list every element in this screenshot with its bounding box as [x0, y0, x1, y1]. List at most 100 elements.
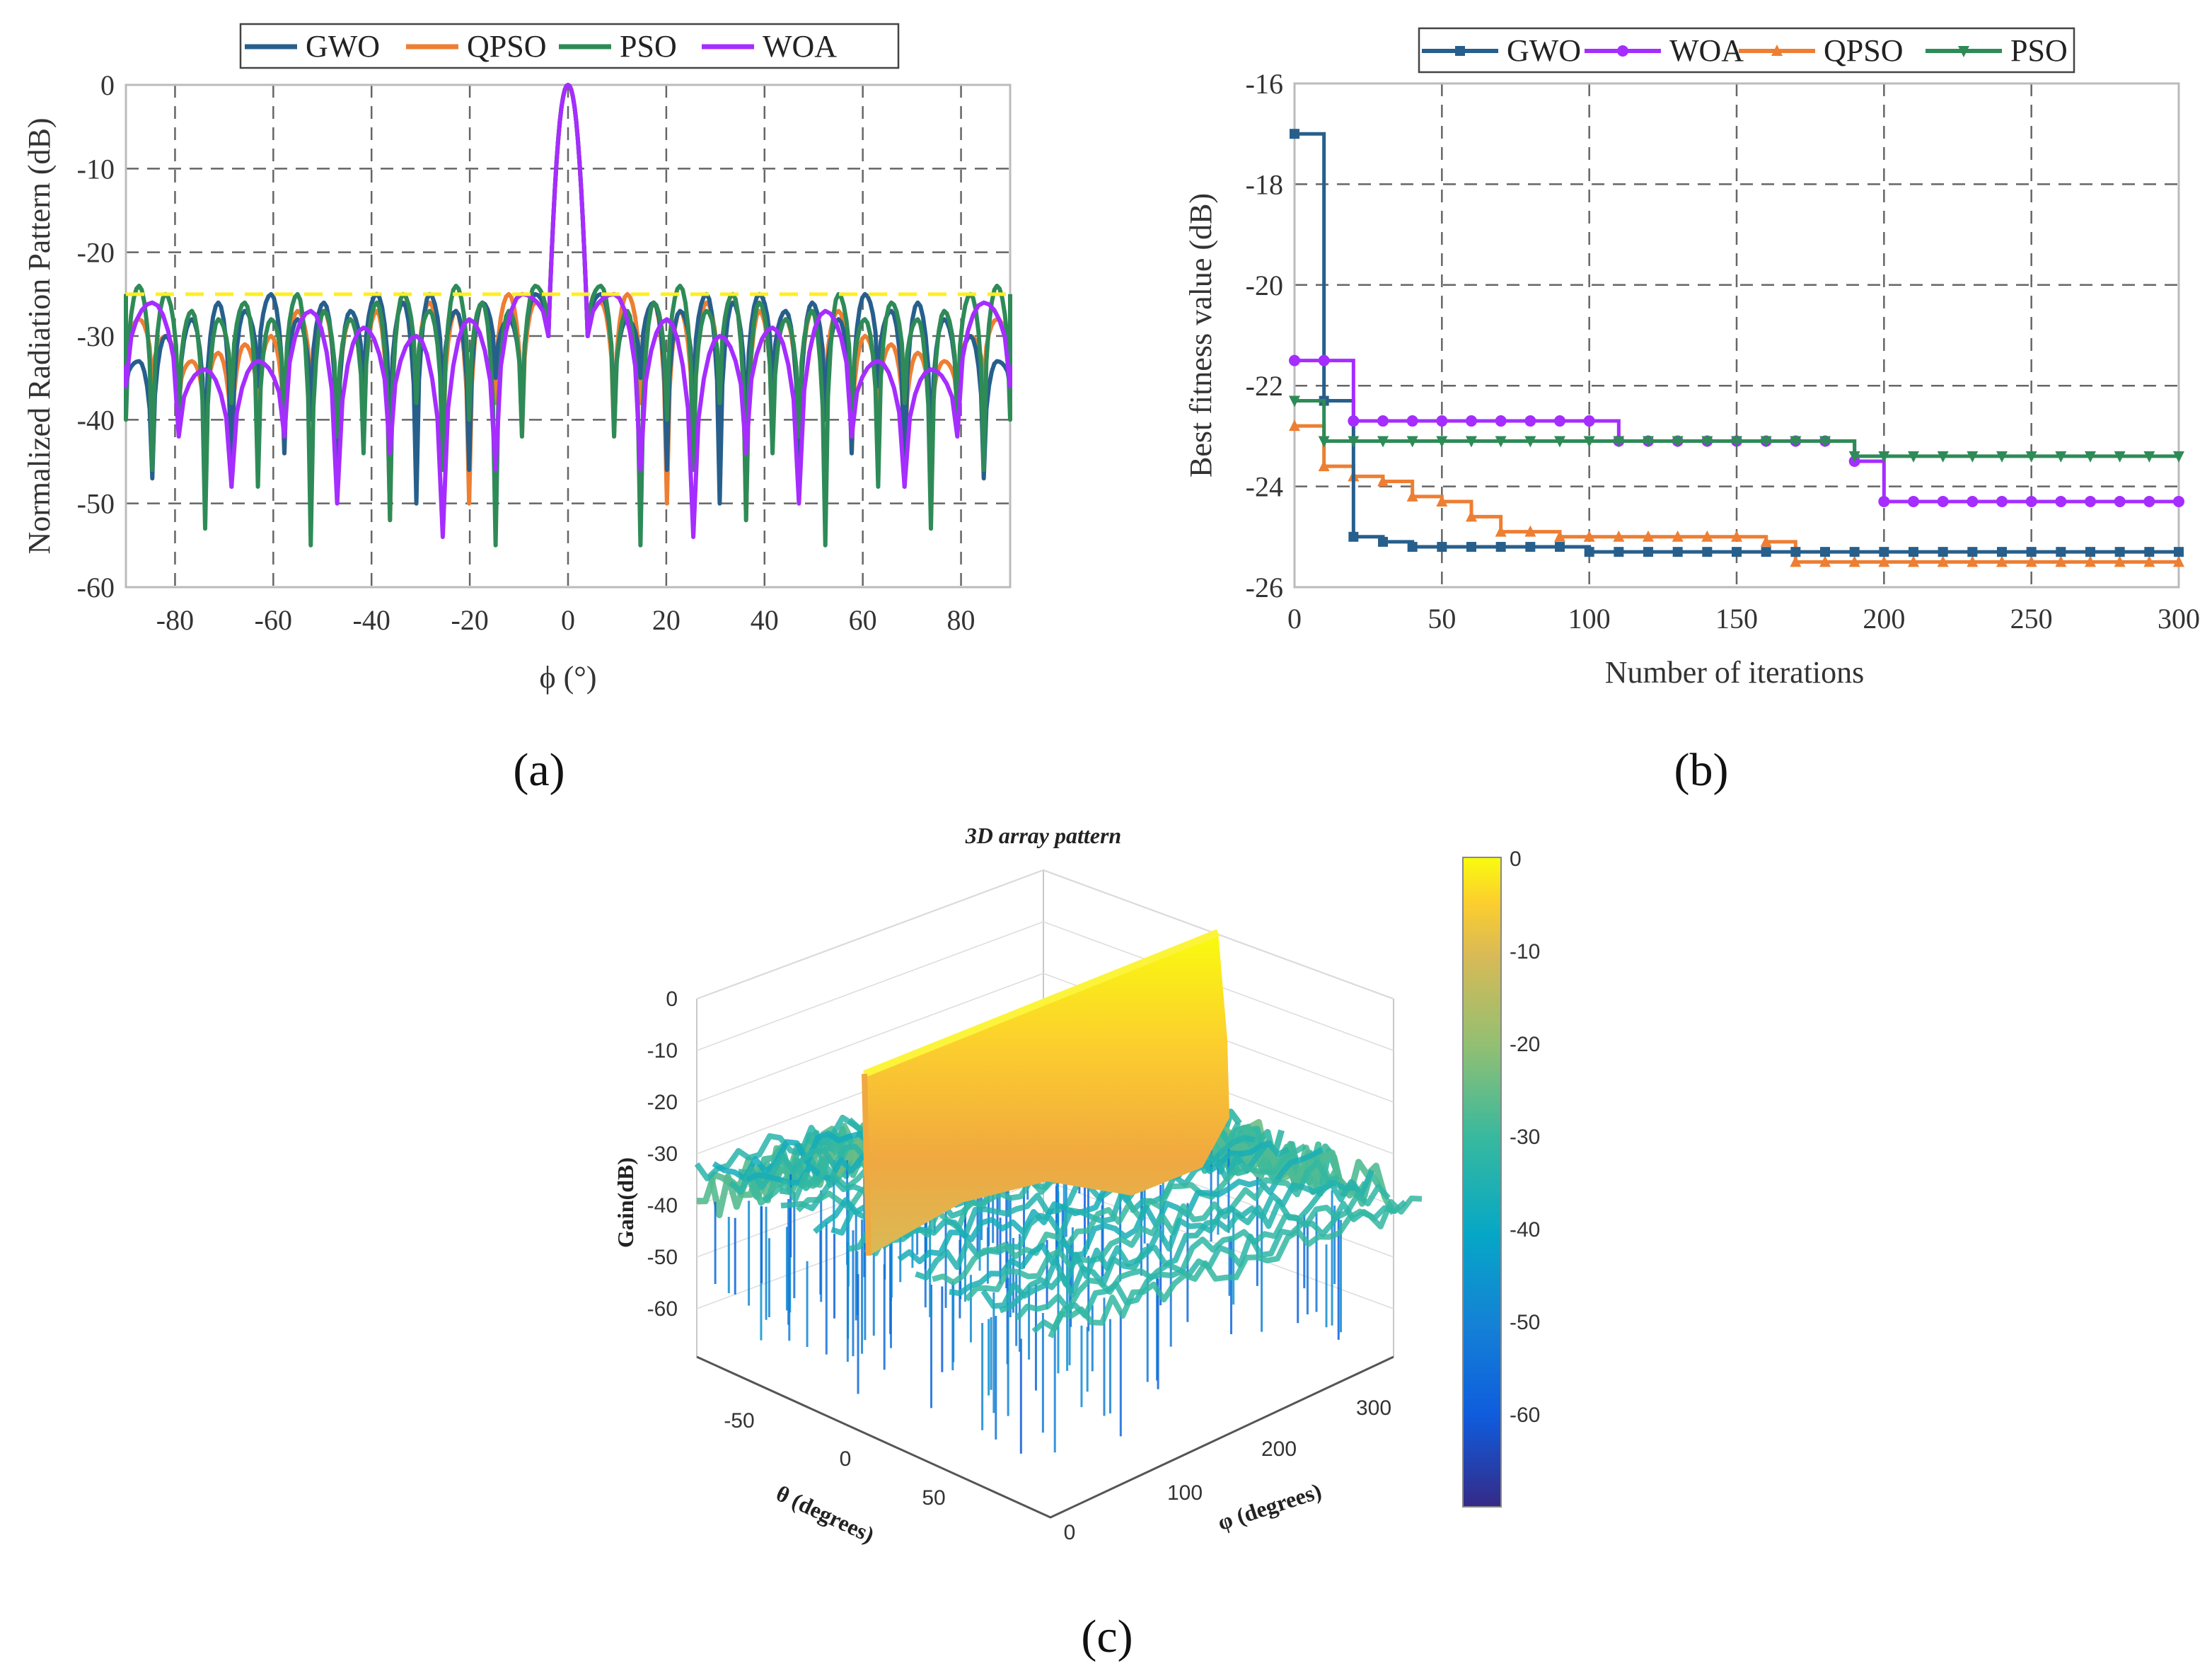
c-z-tick-labels: 0 -10 -20 -30 -40 -50 -60: [647, 988, 678, 1321]
c-surface-strip: [1048, 1196, 1423, 1338]
b-gwo-marker: [2114, 547, 2125, 557]
b-y-tick-labels: -16 -18 -20 -22 -24 -26: [1246, 68, 1283, 603]
b-x-tick: 300: [2158, 603, 2200, 635]
c-colorbar: [1462, 857, 1502, 1508]
b-woa-marker: [1406, 415, 1418, 427]
b-pso-marker: [1406, 436, 1418, 448]
b-gwo-marker: [1790, 547, 1801, 557]
b-y-tick: -22: [1246, 370, 1283, 402]
b-qpso-marker: [1937, 555, 1949, 567]
b-pso-marker: [1760, 436, 1772, 448]
c-surface: [694, 929, 1423, 1454]
c-z-axis-label: Gain(dB): [613, 1157, 638, 1248]
b-gwo-marker: [1495, 542, 1506, 552]
c-surface-strip: [949, 1147, 1324, 1297]
b-x-tick-labels: 0 50 100 150 200 250 300: [1287, 603, 2200, 635]
b-x-tick: 200: [1863, 603, 1905, 635]
c-z-tick: -50: [647, 1246, 678, 1269]
b-qpso-marker: [1967, 555, 1979, 567]
b-gwo-marker: [1702, 547, 1713, 557]
b-gwo-marker: [1437, 542, 1447, 552]
c-colorbar-tick: -20: [1510, 1033, 1540, 1056]
b-x-axis-label: Number of iterations: [1605, 655, 1865, 690]
c-title: 3D array pattern: [965, 823, 1121, 848]
b-pso-marker: [2025, 451, 2037, 463]
b-woa-marker: [2143, 495, 2155, 507]
a-series-group: [124, 83, 1012, 548]
b-gwo-marker: [1407, 542, 1418, 552]
b-gwo-marker: [2056, 547, 2066, 557]
a-x-tick: -60: [255, 604, 292, 636]
c-surface-strip: [964, 1159, 1340, 1302]
b-legend-label-gwo: GWO: [1507, 33, 1581, 68]
b-qpso-marker: [1701, 530, 1713, 542]
b-gwo-marker: [1290, 129, 1299, 139]
b-pso-marker: [1996, 451, 2008, 463]
b-pso-marker: [1967, 451, 1979, 463]
c-grid-line: [696, 973, 1044, 1103]
c-phi-tick-labels: 0 100 200 300: [1064, 1396, 1391, 1544]
c-phi-tick: 300: [1356, 1396, 1391, 1420]
c-colorbar-tick: -10: [1510, 940, 1540, 964]
b-pso-marker: [1554, 436, 1565, 448]
c-phi-tick: 200: [1261, 1437, 1297, 1461]
b-pso-marker: [1495, 436, 1507, 448]
b-y-tick: -16: [1246, 68, 1283, 100]
b-qpso-marker: [1848, 555, 1860, 567]
b-qpso-marker: [1495, 525, 1507, 537]
c-colorbar-tick: 0: [1510, 847, 1522, 871]
b-woa-marker: [2055, 495, 2067, 507]
b-qpso-marker: [1406, 490, 1418, 502]
a-legend: GWO QPSO PSO WOA: [239, 23, 900, 69]
a-y-tick: -30: [77, 320, 115, 352]
a-x-tick-labels: -80 -60 -40 -20 0 20 40 60 80: [156, 604, 975, 636]
b-gwo-marker: [1348, 531, 1359, 542]
b-qpso-marker: [1466, 510, 1477, 522]
b-woa-marker: [2025, 495, 2037, 507]
c-grid-line: [696, 869, 1044, 1000]
b-pso-marker: [2055, 451, 2067, 463]
a-y-tick: -60: [77, 572, 115, 603]
b-x-tick: 150: [1715, 603, 1758, 635]
b-pso-marker: [1318, 436, 1330, 448]
b-legend-marker-woa: [1617, 45, 1628, 57]
a-x-tick: 40: [751, 604, 779, 636]
b-qpso-marker: [1996, 555, 2008, 567]
c-surface-strip: [999, 1169, 1374, 1314]
c-surface-strip: [932, 1143, 1307, 1285]
b-woa-marker: [1554, 415, 1565, 427]
b-qpso-marker: [1819, 555, 1831, 567]
b-woa-marker: [2085, 495, 2096, 507]
a-legend-label-gwo: GWO: [306, 29, 380, 64]
b-qpso-marker: [2173, 555, 2184, 567]
c-mainlobe-ridge: [864, 932, 1229, 1256]
b-woa-marker: [1348, 415, 1360, 427]
a-y-tick: -10: [77, 153, 115, 185]
c-colorbar-tick: -50: [1510, 1311, 1540, 1334]
a-x-tick: -40: [353, 604, 390, 636]
b-qpso-marker: [1908, 555, 1919, 567]
b-gwo-marker: [1672, 547, 1683, 557]
a-x-axis-label: ϕ (°): [539, 660, 596, 695]
b-legend-marker-qpso: [1771, 45, 1783, 56]
b-gwo-marker: [1967, 547, 1978, 557]
a-x-tick: 0: [561, 604, 575, 636]
a-legend-label-qpso: QPSO: [467, 29, 547, 64]
b-gwo-marker: [1820, 547, 1830, 557]
b-gwo-marker: [1643, 547, 1653, 557]
c-phi-tick: 100: [1167, 1481, 1203, 1505]
b-pso-marker: [1878, 451, 1890, 463]
b-gwo-marker: [1584, 547, 1594, 557]
b-x-tick: 250: [2010, 603, 2053, 635]
b-qpso-marker: [1760, 535, 1772, 547]
b-gwo-marker: [1909, 547, 1918, 557]
b-pso-marker: [1613, 436, 1625, 448]
b-pso-marker: [1583, 436, 1595, 448]
a-x-tick: 20: [652, 604, 681, 636]
c-theta-tick-labels: -50 0 50: [724, 1409, 945, 1510]
b-legend-label-pso: PSO: [2010, 33, 2068, 68]
b-pso-marker: [1937, 451, 1949, 463]
a-series-woa-line: [124, 83, 1012, 539]
